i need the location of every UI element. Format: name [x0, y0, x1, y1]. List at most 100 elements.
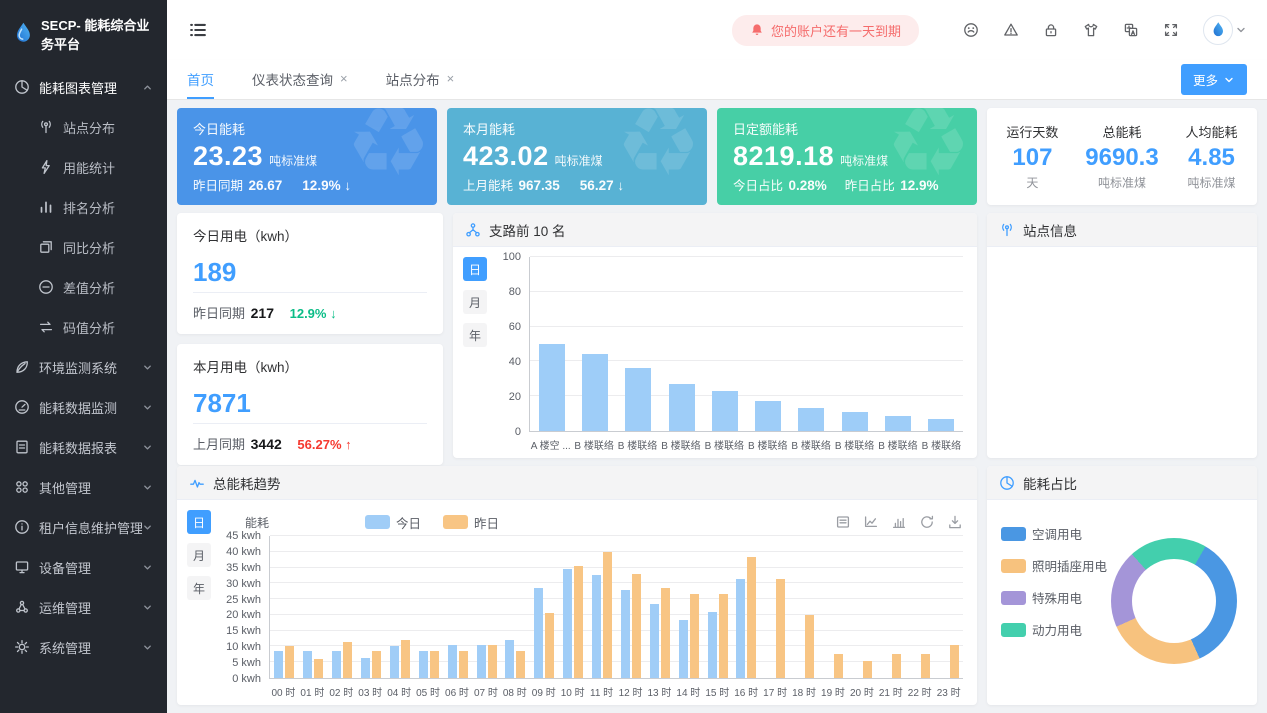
- usage-footer: 上月同期 3442 56.27% ↑: [193, 436, 352, 452]
- sidebar-item-运维管理[interactable]: 运维管理: [0, 587, 167, 627]
- dashboard-icon[interactable]: [963, 22, 979, 38]
- bar-group[interactable]: [472, 536, 501, 678]
- x-tick-label: 02 时: [329, 688, 354, 699]
- bar-group[interactable]: [732, 536, 761, 678]
- period-toggle-日[interactable]: 日: [187, 510, 211, 534]
- bar-昨日: [689, 594, 699, 678]
- sidebar-item-码值分析[interactable]: 码值分析: [0, 307, 167, 347]
- legend-今日[interactable]: 今日: [365, 513, 421, 532]
- sidebar-item-label: 同比分析: [63, 240, 116, 256]
- bar-group[interactable]: [443, 536, 472, 678]
- legend-昨日[interactable]: 昨日: [443, 513, 499, 532]
- more-button[interactable]: 更多: [1180, 64, 1247, 95]
- fullscreen-icon[interactable]: [1163, 22, 1179, 38]
- legend-label: 昨日: [474, 516, 500, 531]
- bar-column[interactable]: [833, 257, 876, 431]
- user-menu-caret-icon[interactable]: [1235, 24, 1247, 36]
- period-toggle-月[interactable]: 月: [187, 543, 211, 567]
- bar-group[interactable]: [299, 536, 328, 678]
- period-toggle-月[interactable]: 月: [463, 290, 487, 314]
- sidebar-item-系统管理[interactable]: 系统管理: [0, 627, 167, 667]
- period-toggle-年[interactable]: 年: [187, 576, 211, 600]
- period-toggle-年[interactable]: 年: [463, 323, 487, 347]
- warning-icon[interactable]: [1003, 22, 1019, 38]
- tab-首页[interactable]: 首页: [187, 60, 214, 99]
- pie-legend-动力用电[interactable]: 动力用电: [1001, 620, 1107, 639]
- theme-icon[interactable]: [1083, 22, 1099, 38]
- language-icon[interactable]: [1123, 22, 1139, 38]
- bar-group[interactable]: [819, 536, 848, 678]
- kpi-value: 423.02: [463, 141, 549, 171]
- bar-昨日: [660, 588, 670, 678]
- tab-close-icon[interactable]: ×: [340, 71, 348, 86]
- bar-group[interactable]: [617, 536, 646, 678]
- sidebar-item-排名分析[interactable]: 排名分析: [0, 187, 167, 227]
- compare-icon: [38, 239, 54, 255]
- bar-group[interactable]: [530, 536, 559, 678]
- bar-group[interactable]: [905, 536, 934, 678]
- bar-昨日: [574, 565, 584, 678]
- bar-chart-icon[interactable]: [891, 514, 907, 530]
- x-tick-label: 20 时: [849, 688, 874, 699]
- refresh-icon[interactable]: [919, 514, 935, 530]
- tab-站点分布[interactable]: 站点分布 ×: [386, 60, 455, 99]
- bar-column[interactable]: [876, 257, 919, 431]
- sidebar-item-其他管理[interactable]: 其他管理: [0, 467, 167, 507]
- bar-group[interactable]: [848, 536, 877, 678]
- tab-仪表状态查询[interactable]: 仪表状态查询 ×: [252, 60, 348, 99]
- lock-icon[interactable]: [1043, 22, 1059, 38]
- bar-group[interactable]: [761, 536, 790, 678]
- bar-group[interactable]: [645, 536, 674, 678]
- tab-close-icon[interactable]: ×: [446, 71, 455, 86]
- x-tick-label: 21 时: [878, 688, 903, 699]
- period-toggle-日[interactable]: 日: [463, 257, 487, 281]
- sidebar-item-差值分析[interactable]: 差值分析: [0, 267, 167, 307]
- y-tick-label: 10 kwh: [226, 641, 261, 654]
- sidebar-item-站点分布[interactable]: 站点分布: [0, 107, 167, 147]
- stat-label: 人均能耗: [1185, 125, 1238, 140]
- bar-column[interactable]: [573, 257, 616, 431]
- sidebar-item-设备管理[interactable]: 设备管理: [0, 547, 167, 587]
- bar-group[interactable]: [270, 536, 299, 678]
- bar-group[interactable]: [559, 536, 588, 678]
- bar-group[interactable]: [588, 536, 617, 678]
- pie-legend-特殊用电[interactable]: 特殊用电: [1001, 588, 1107, 607]
- bar-group[interactable]: [790, 536, 819, 678]
- usage-value: 189: [193, 257, 237, 287]
- sidebar-item-能耗数据监测[interactable]: 能耗数据监测: [0, 387, 167, 427]
- data-view-icon[interactable]: [835, 514, 851, 530]
- bar-group[interactable]: [703, 536, 732, 678]
- bar-column[interactable]: [746, 257, 789, 431]
- avatar[interactable]: [1203, 15, 1233, 45]
- bar-column[interactable]: [703, 257, 746, 431]
- chevron-down-icon: [142, 402, 153, 413]
- sidebar-item-能耗图表管理[interactable]: 能耗图表管理: [0, 67, 167, 107]
- bar-column[interactable]: [530, 257, 573, 431]
- bar-group[interactable]: [357, 536, 386, 678]
- pie-legend-空调用电[interactable]: 空调用电: [1001, 524, 1107, 543]
- bar-group[interactable]: [876, 536, 905, 678]
- bar-group[interactable]: [934, 536, 963, 678]
- sidebar-item-能耗数据报表[interactable]: 能耗数据报表: [0, 427, 167, 467]
- sidebar-item-租户信息维护管理[interactable]: 租户信息维护管理: [0, 507, 167, 547]
- bar-group[interactable]: [414, 536, 443, 678]
- pie-legend-照明插座用电[interactable]: 照明插座用电: [1001, 556, 1107, 575]
- bar-column[interactable]: [790, 257, 833, 431]
- bar-column[interactable]: [920, 257, 963, 431]
- menu-collapse-icon[interactable]: [187, 19, 209, 41]
- stats-card: 运行天数 107 天 总能耗 9690.3 吨标准煤 人均能耗 4.85 吨标准…: [987, 108, 1257, 205]
- account-expiry-alert[interactable]: 您的账户还有一天到期: [731, 14, 919, 46]
- sidebar-item-同比分析[interactable]: 同比分析: [0, 227, 167, 267]
- sidebar-item-环境监测系统[interactable]: 环境监测系统: [0, 347, 167, 387]
- download-icon[interactable]: [947, 514, 963, 530]
- bar-group[interactable]: [674, 536, 703, 678]
- bar-column[interactable]: [617, 257, 660, 431]
- line-chart-icon[interactable]: [863, 514, 879, 530]
- y-tick-label: 100: [502, 251, 521, 263]
- bar-group[interactable]: [328, 536, 357, 678]
- bar-column[interactable]: [660, 257, 703, 431]
- bar-group[interactable]: [501, 536, 530, 678]
- bar-group[interactable]: [386, 536, 415, 678]
- sidebar-item-用能统计[interactable]: 用能统计: [0, 147, 167, 187]
- kpi-footer: 昨日同期 26.67 12.9% ↓: [193, 178, 352, 193]
